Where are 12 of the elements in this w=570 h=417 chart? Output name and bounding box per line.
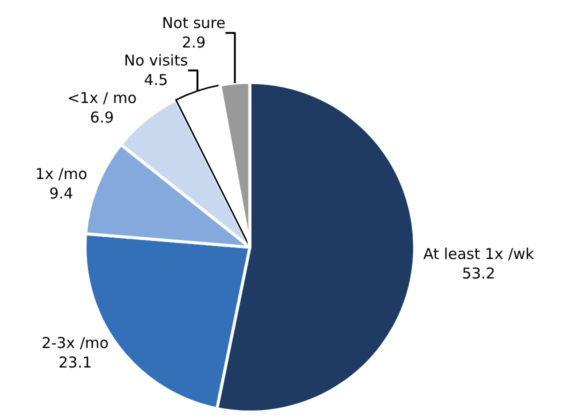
- slice-label: No visits: [124, 52, 188, 70]
- slice-label: <1x / mo: [67, 89, 137, 108]
- data-label: 6.9: [90, 108, 114, 127]
- slice-label: 2-3x /mo: [42, 334, 109, 352]
- slice-label: At least 1x /wk: [423, 245, 534, 264]
- slice-label: Not sure: [162, 14, 226, 32]
- data-label: 4.5: [144, 71, 168, 90]
- data-label: 53.2: [462, 264, 496, 283]
- slice-label: 1x /mo: [35, 165, 88, 184]
- data-label: 9.4: [49, 184, 74, 203]
- data-label: 23.1: [58, 354, 92, 372]
- data-label: 2.9: [182, 34, 206, 52]
